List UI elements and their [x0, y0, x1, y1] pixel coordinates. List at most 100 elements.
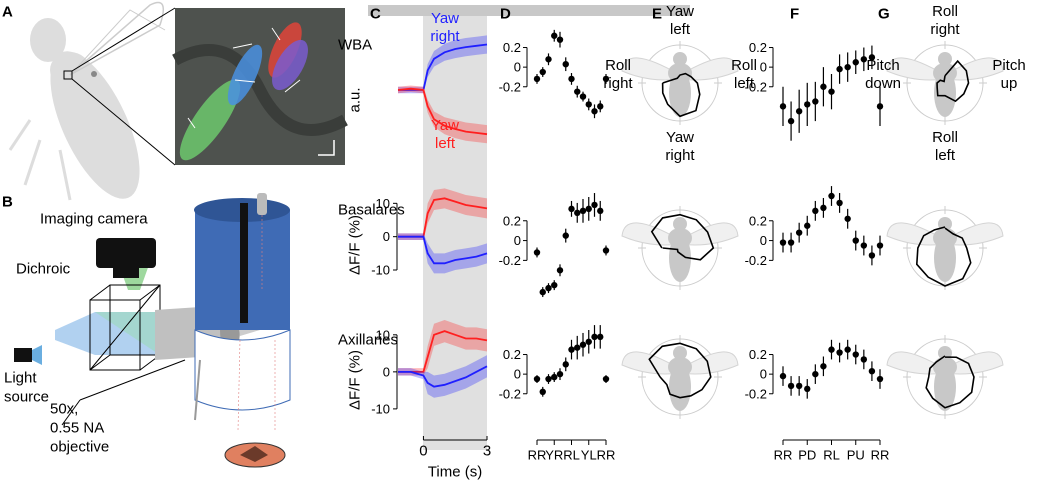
data-point: [556, 370, 564, 378]
fly-thorax: [668, 228, 692, 248]
data-point: [579, 93, 587, 100]
data-point: [585, 101, 592, 108]
data-point: [828, 88, 835, 95]
data-point: [551, 281, 558, 289]
polar-plot: [621, 335, 739, 419]
data-point: [551, 373, 558, 381]
y-tick-label: 0: [514, 60, 521, 75]
data-point: [779, 103, 787, 110]
data-point: [876, 242, 884, 249]
x-tick-label: RR: [528, 448, 547, 463]
data-point: [562, 232, 569, 239]
y-tick-label: 0: [760, 233, 767, 248]
direction-label: Pitch down: [865, 57, 901, 92]
data-point: [852, 237, 859, 244]
x-tick-label: PD: [798, 448, 816, 463]
y-tick-label: 0.2: [749, 347, 767, 362]
polar-plot: [886, 335, 1004, 419]
y-tick-label: 10: [376, 327, 390, 342]
panel-label: E: [652, 6, 662, 23]
data-point: [820, 363, 827, 370]
data-point: [545, 56, 552, 63]
objective-label: objective: [50, 439, 109, 456]
data-point: [836, 65, 843, 73]
data-point: [562, 60, 569, 68]
x-tick-label: PU: [847, 448, 865, 463]
fly-thorax: [668, 357, 692, 377]
data-point: [795, 382, 803, 390]
dichroic-label: Dichroic: [16, 261, 71, 278]
tuning-curve: [915, 226, 972, 287]
panel-label: D: [500, 6, 511, 23]
panel-title: Basalares: [338, 202, 405, 219]
legend-label: Yaw left: [431, 117, 459, 152]
y-tick-label: 0: [760, 367, 767, 382]
y-tick-label: -0.2: [745, 386, 767, 401]
data-point: [545, 284, 552, 292]
data-point: [868, 54, 876, 61]
y-tick-label: 0: [383, 229, 390, 244]
light-source-label: source: [4, 389, 49, 406]
data-point: [568, 346, 575, 353]
data-point: [852, 351, 859, 358]
fly-thorax: [933, 357, 957, 377]
data-point: [597, 207, 604, 215]
y-tick-label: -0.2: [745, 79, 767, 94]
x-tick-label: RR: [774, 448, 793, 463]
trace: [398, 365, 488, 388]
data-point: [551, 32, 558, 39]
error-band: [398, 85, 487, 144]
x-tick-label: YL: [581, 448, 597, 463]
data-point: [787, 239, 795, 246]
y-tick-label: 10: [376, 196, 390, 211]
data-point: [868, 252, 876, 259]
data-point: [533, 375, 541, 383]
tuning-curve: [936, 59, 970, 103]
data-point: [828, 192, 835, 200]
y-tick-label: 0: [383, 364, 390, 379]
data-point: [602, 75, 610, 83]
data-point: [533, 75, 541, 83]
direction-label: Roll left: [932, 129, 958, 164]
data-point: [844, 215, 851, 222]
y-tick-label: -0.2: [499, 253, 521, 268]
y-tick-label: 0: [760, 60, 767, 75]
fly-head: [938, 52, 952, 66]
data-point: [779, 372, 787, 380]
tuning-curve: [648, 342, 712, 399]
direction-label: Pitch up: [992, 57, 1025, 92]
x-tick-label: YR: [545, 448, 563, 463]
data-point: [844, 346, 851, 353]
data-point: [591, 333, 598, 341]
fly-head: [673, 52, 687, 66]
y-tick-label: -0.2: [499, 79, 521, 94]
y-tick-label: 0.2: [503, 40, 521, 55]
direction-label: Yaw right: [665, 129, 695, 164]
y-tick-label: -0.2: [499, 386, 521, 401]
data-point: [539, 288, 546, 296]
fly-illustration: [8, 1, 176, 201]
stimulus-bar: [368, 5, 690, 16]
y-axis-label: ΔF/F (%): [347, 350, 364, 410]
data-point: [579, 341, 587, 348]
data-point: [804, 101, 811, 108]
error-band: [398, 355, 487, 398]
tuning-curve: [650, 213, 715, 261]
data-point: [533, 249, 541, 256]
direction-label: Roll right: [603, 57, 633, 92]
data-point: [597, 103, 604, 110]
data-point: [591, 201, 598, 209]
data-point: [585, 205, 592, 213]
data-point: [836, 199, 843, 207]
polar-plot: [621, 206, 739, 290]
y-tick-label: 0.2: [749, 40, 767, 55]
fly-head: [673, 217, 687, 231]
x-axis-label: Time (s): [428, 464, 482, 481]
data-point: [545, 375, 552, 383]
data-point: [860, 56, 868, 63]
data-point: [820, 204, 827, 212]
polar-plot: [621, 41, 739, 125]
y-axis-label: a.u.: [347, 87, 364, 112]
data-point: [556, 267, 564, 274]
objective-label: 0.55 NA: [50, 420, 104, 437]
